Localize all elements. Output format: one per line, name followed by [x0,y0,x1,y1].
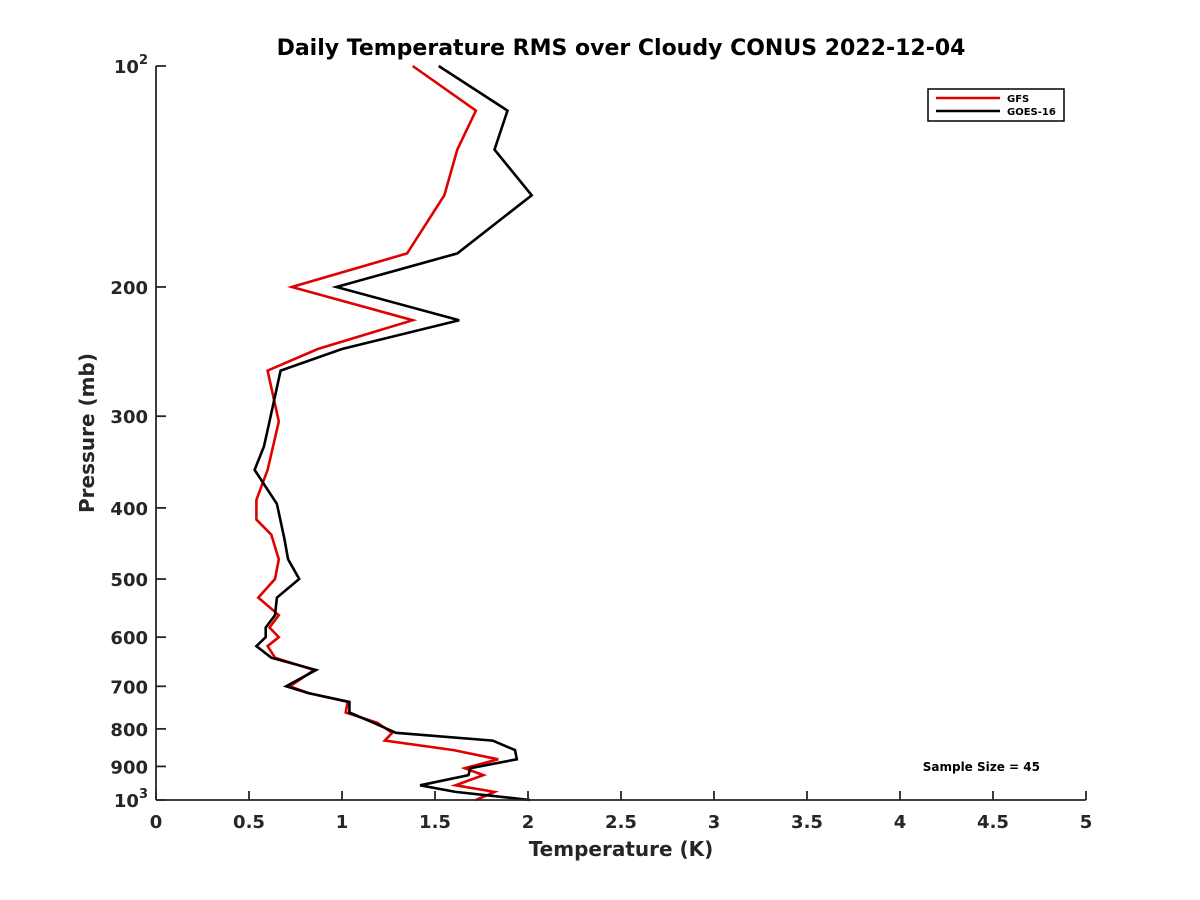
y-tick-label: 102 [114,53,148,78]
y-tick-label: 800 [110,720,148,741]
x-tick-label: 0.5 [233,812,265,833]
y-tick-label: 900 [110,757,148,778]
x-tick-label: 3 [708,812,721,833]
x-tick-label: 2.5 [605,812,637,833]
y-tick-label: 600 [110,628,148,649]
legend: GFS GOES-16 [927,88,1065,122]
x-ticks: 0 0.5 1 1.5 2 2.5 3 3.5 4 4.5 5 [150,791,1093,833]
y-tick-label: 700 [110,677,148,698]
x-tick-label: 1.5 [419,812,451,833]
series-line-gfs [255,64,500,802]
x-axis-label: Temperature (K) [529,837,714,861]
x-tick-label: 4.5 [977,812,1009,833]
y-tick-label: 200 [110,278,148,299]
x-tick-label: 3.5 [791,812,823,833]
legend-label: GOES-16 [1007,107,1056,118]
y-tick-label: 300 [110,407,148,428]
x-tick-label: 0 [150,812,163,833]
sample-size-annotation: Sample Size = 45 [923,760,1040,774]
x-tick-label: 4 [894,812,907,833]
x-tick-label: 2 [522,812,535,833]
series-line-goes-16 [253,64,534,802]
x-tick-label: 1 [336,812,349,833]
y-tick-label: 400 [110,499,148,520]
y-ticks: 102 200 300 400 500 600 700 800 900 103 [110,53,166,812]
y-tick-label: 103 [114,787,148,812]
y-axis-label: Pressure (mb) [75,353,99,513]
legend-box [927,88,1065,122]
plot-lines [253,64,534,802]
legend-label: GFS [1007,94,1029,105]
y-tick-label: 500 [110,570,148,591]
x-tick-label: 5 [1080,812,1093,833]
chart-title: Daily Temperature RMS over Cloudy CONUS … [277,36,966,61]
